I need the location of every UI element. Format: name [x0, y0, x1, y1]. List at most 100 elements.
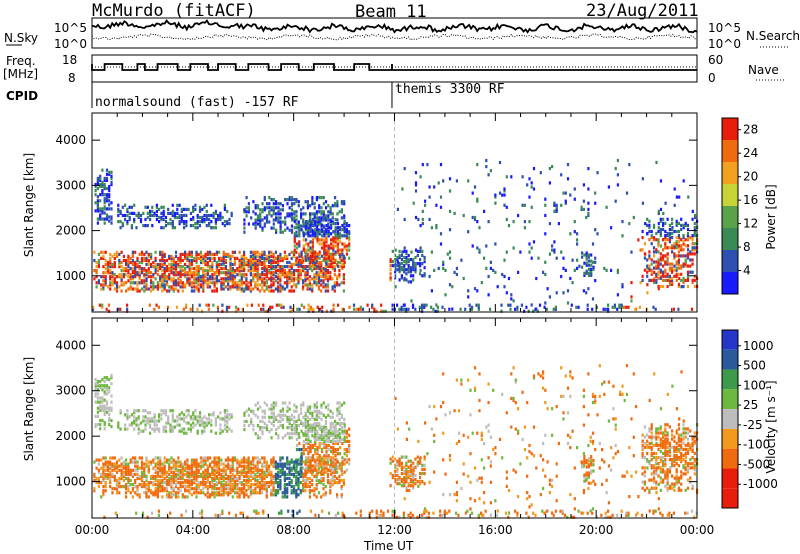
power-panel-cell: [412, 278, 415, 282]
velocity-panel-cell: [277, 470, 280, 474]
velocity-panel-cell: [302, 421, 305, 426]
velocity-panel-cell: [186, 460, 189, 464]
power-panel-cell: [334, 204, 337, 208]
power-panel-cell: [281, 269, 284, 273]
power-panel-cell: [341, 264, 344, 268]
power-panel-cell: [325, 260, 328, 264]
velocity-panel-cell: [206, 478, 209, 483]
power-panel-cell: [180, 217, 183, 222]
power-panel-cell: [159, 262, 162, 267]
power-panel-cell: [505, 250, 508, 254]
power-panel-cell: [691, 217, 694, 221]
power-panel-cell: [305, 252, 308, 256]
velocity-panel-cell: [172, 472, 175, 476]
velocity-panel-cell: [220, 483, 223, 487]
power-panel-cell: [185, 213, 188, 218]
velocity-panel-cell: [309, 411, 312, 415]
power-panel-cell: [332, 309, 335, 313]
power-panel-cell: [410, 299, 413, 303]
power-panel-cell: [254, 273, 257, 277]
power-panel-cell: [263, 277, 266, 281]
power-panel-cell: [646, 291, 649, 295]
power-panel-cell: [205, 203, 208, 207]
power-panel-cell: [178, 203, 181, 207]
power-panel-cell: [686, 272, 690, 276]
velocity-panel-cell: [213, 476, 216, 481]
velocity-panel-cell: [165, 489, 169, 493]
velocity-panel-cell: [261, 487, 264, 491]
power-panel-cell: [505, 175, 508, 179]
velocity-panel-cell: [176, 415, 179, 419]
power-panel-cell: [149, 217, 152, 222]
power-panel-cell: [161, 265, 164, 269]
velocity-panel-cell: [184, 485, 187, 489]
power-panel-cell: [332, 248, 335, 252]
velocity-panel-cell: [137, 423, 140, 427]
power-panel-cell: [174, 283, 178, 287]
date-title: 23/Aug/2011: [586, 1, 699, 21]
power-panel-cell: [329, 265, 332, 269]
power-panel-cell: [302, 260, 305, 265]
velocity-panel-cell: [302, 483, 305, 487]
power-panel-cell: [316, 240, 319, 244]
power-panel-cell: [247, 206, 250, 210]
power-panel-cell: [233, 262, 237, 267]
power-panel-cell: [146, 215, 149, 220]
power-panel-cell: [277, 218, 280, 222]
power-panel-cell: [113, 279, 116, 283]
velocity-panel-cell: [259, 405, 262, 409]
velocity-panel-cell: [281, 436, 284, 440]
power-panel-cell: [279, 212, 282, 216]
velocity-panel-cell: [329, 409, 332, 413]
power-panel-cell: [682, 262, 685, 266]
power-panel-cell: [197, 275, 200, 279]
power-panel-cell: [686, 234, 690, 238]
velocity-panel-cell: [265, 466, 268, 470]
power-panel-cell: [300, 252, 303, 256]
power-panel-cell: [304, 279, 307, 283]
power-panel-cell: [119, 226, 122, 230]
velocity-panel-cell: [111, 468, 114, 472]
velocity-panel-cell: [163, 460, 166, 464]
power-panel-cell: [581, 255, 584, 259]
power-panel-cell: [283, 256, 286, 260]
power-panel-cell: [184, 269, 187, 273]
power-panel-cell: [185, 305, 188, 309]
power-panel-cell: [662, 254, 665, 258]
power-panel-cell: [263, 260, 266, 265]
velocity-panel-cell: [231, 474, 234, 478]
power-panel-cell: [650, 268, 653, 272]
velocity-panel-cell: [340, 466, 343, 470]
velocity-panel-cell: [113, 487, 116, 491]
power-panel-cell: [163, 283, 166, 287]
velocity-panel-cell: [305, 466, 308, 470]
power-panel-cell: [265, 281, 268, 285]
power-panel-cell: [190, 262, 193, 267]
velocity-panel-cell: [193, 487, 196, 491]
power-panel-cell: [666, 258, 669, 262]
power-panel-cell: [156, 283, 159, 287]
power-panel-cell: [680, 217, 683, 221]
power-panel-cell: [250, 216, 253, 220]
power-panel-cell: [682, 240, 685, 244]
power-panel-cell: [686, 238, 690, 242]
power-panel-cell: [587, 287, 590, 291]
velocity-panel-cell: [308, 458, 311, 462]
power-panel-cell: [172, 289, 175, 293]
velocity-panel-cell: [184, 468, 187, 472]
power-panel-cell: [163, 287, 166, 291]
velocity-panel-cell: [270, 460, 273, 464]
velocity-panel-cell: [134, 472, 137, 476]
power-panel-cell: [193, 258, 196, 263]
power-panel-cell: [113, 265, 116, 269]
velocity-panel-cell: [329, 426, 332, 430]
velocity-panel-cell: [127, 485, 130, 489]
velocity-panel-cell: [243, 423, 246, 428]
power-panel-cell: [165, 258, 169, 263]
power-panel-cell: [125, 269, 128, 273]
velocity-panel-cell: [192, 417, 195, 421]
power-panel-cell: [131, 250, 134, 254]
power-panel-cell: [298, 252, 301, 256]
power-panel-cell: [243, 254, 246, 258]
velocity-panel-cell: [265, 495, 268, 499]
